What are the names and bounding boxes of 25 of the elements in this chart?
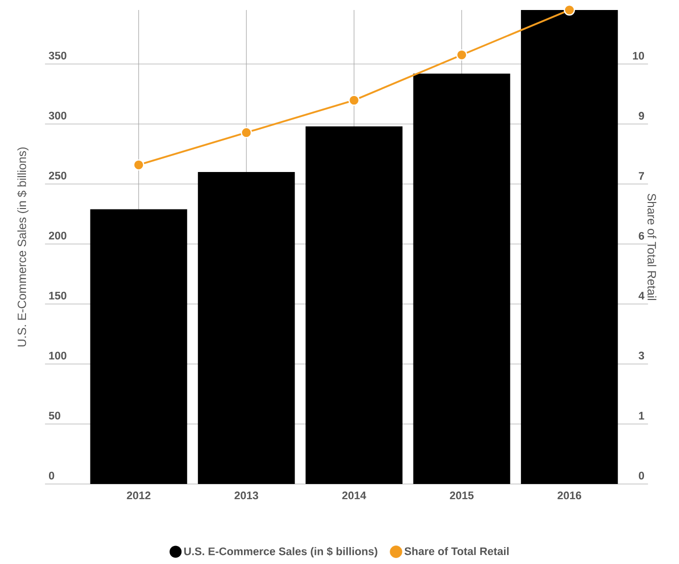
y-tick-label: 350	[48, 52, 66, 60]
y2-tick-label: 3	[638, 352, 644, 360]
x-tick-label: 2012	[126, 492, 150, 500]
x-tick-label: 2015	[450, 492, 474, 500]
y-tick-label: 300	[48, 112, 66, 120]
y2-tick-label: 10	[632, 52, 644, 60]
legend-label: U.S. E-Commerce Sales (in $ billions)	[184, 546, 378, 558]
y2-tick-label: 4	[638, 292, 644, 300]
x-tick-label: 2013	[234, 492, 258, 500]
y-tick-label: 50	[48, 412, 60, 420]
y-tick-label: 200	[48, 232, 66, 240]
y2-tick-label: 7	[638, 172, 644, 180]
y-tick-label: 250	[48, 172, 66, 180]
y-tick-label: 0	[48, 472, 54, 480]
y2-tick-label: 9	[638, 112, 644, 120]
legend-label: Share of Total Retail	[404, 547, 509, 556]
y-tick-label: 150	[49, 292, 66, 300]
y-axis-title: U.S. E-Commerce Sales (in $ billions)	[17, 147, 28, 346]
x-tick-label: 2014	[342, 492, 366, 500]
y2-tick-label: 6	[638, 232, 644, 240]
y-tick-label: 100	[49, 352, 66, 360]
y2-tick-label: 0	[638, 472, 644, 480]
y2-tick-label: 1	[639, 412, 644, 420]
x-tick-label: 2016	[558, 492, 582, 500]
y2-axis-title: Share of Total Retail	[648, 194, 656, 300]
